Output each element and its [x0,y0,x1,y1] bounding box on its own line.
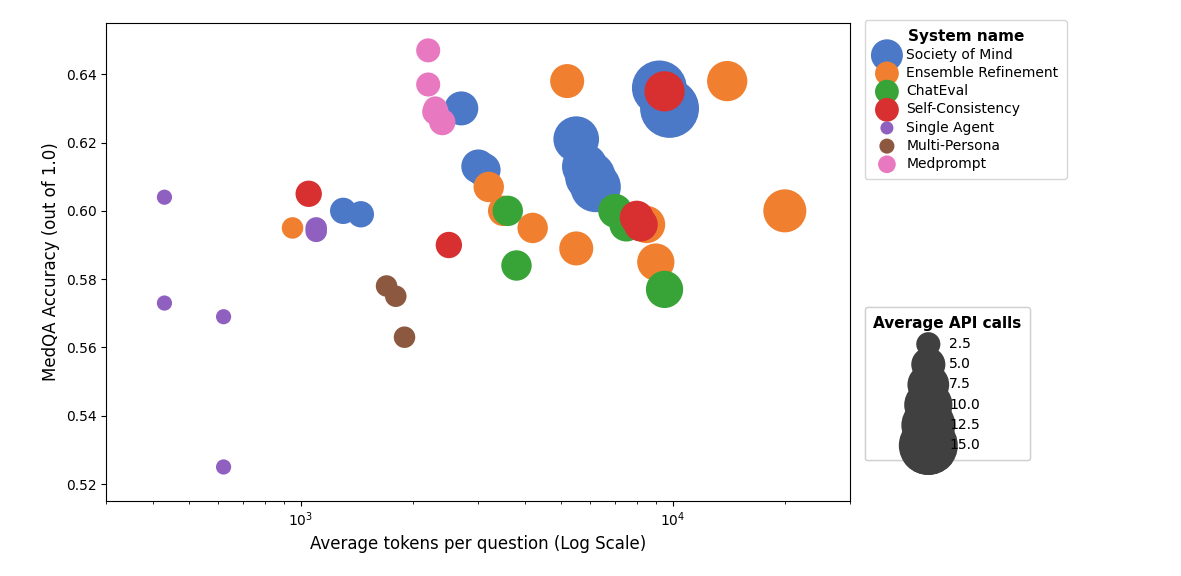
Society of Mind [334,206,353,215]
Ensemble Refinement [523,223,542,233]
ChatEval [498,206,517,215]
Single Agent [307,227,326,236]
Single Agent [307,223,326,233]
Ensemble Refinement [776,206,795,215]
Self-Consistency [299,189,318,198]
Medprompt [426,107,445,116]
Single Agent [214,312,233,321]
Ensemble Refinement [283,223,302,233]
Society of Mind [474,165,492,175]
Ensemble Refinement [567,244,586,253]
Society of Mind [575,162,594,171]
Self-Consistency [632,220,651,229]
Legend: 2.5, 5.0, 7.5, 10.0, 12.5, 15.0: 2.5, 5.0, 7.5, 10.0, 12.5, 15.0 [864,307,1030,460]
Self-Consistency [439,240,458,249]
Single Agent [155,192,174,202]
Multi-Persona [386,291,405,301]
Society of Mind [581,172,600,181]
Medprompt [419,80,438,89]
Medprompt [426,104,445,113]
Society of Mind [660,104,679,113]
Single Agent [214,463,233,472]
Ensemble Refinement [557,77,576,86]
Society of Mind [567,135,586,144]
ChatEval [507,261,526,270]
Ensemble Refinement [494,206,513,215]
Ensemble Refinement [718,77,737,86]
Medprompt [419,46,438,55]
ChatEval [606,206,625,215]
ChatEval [655,285,674,294]
Ensemble Refinement [479,183,498,192]
Society of Mind [469,162,488,171]
Single Agent [155,298,174,308]
Society of Mind [586,183,605,192]
Multi-Persona [377,282,396,291]
X-axis label: Average tokens per question (Log Scale): Average tokens per question (Log Scale) [311,535,646,553]
Y-axis label: MedQA Accuracy (out of 1.0): MedQA Accuracy (out of 1.0) [43,143,60,381]
Ensemble Refinement [646,257,665,267]
Self-Consistency [627,213,646,222]
Society of Mind [352,210,371,219]
Society of Mind [650,84,668,93]
Society of Mind [452,104,471,113]
Self-Consistency [655,87,674,96]
Medprompt [432,118,451,127]
Ensemble Refinement [637,220,655,229]
ChatEval [616,220,635,229]
Multi-Persona [396,332,415,342]
